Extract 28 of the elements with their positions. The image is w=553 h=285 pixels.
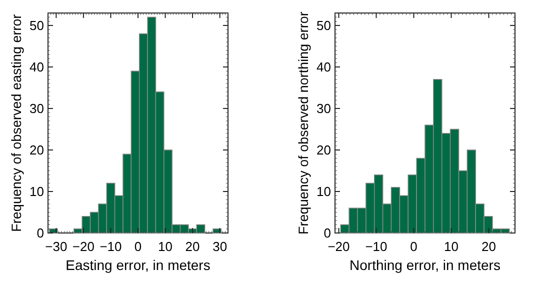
y-tick-label: 30	[30, 101, 44, 116]
x-tick-label: 10	[158, 239, 173, 254]
y-axis-title: Frequency of observed northing error	[296, 11, 311, 234]
x-axis-title: Northing error, in meters	[350, 257, 500, 273]
y-tick-label: 50	[30, 18, 44, 34]
x-tick-label: 30	[212, 239, 228, 254]
y-axis-title: Frequency of observed easting error	[9, 14, 24, 232]
y-tick-label: 30	[316, 101, 331, 116]
y-tick-label: 40	[316, 60, 331, 75]
y-tick-label: 0	[36, 226, 44, 241]
y-tick-label: 20	[316, 142, 331, 158]
y-tick-label: 40	[30, 60, 44, 75]
x-tick-label: 0	[410, 239, 418, 254]
x-tick-label: −10	[365, 239, 388, 254]
y-tick-label: 10	[30, 184, 44, 200]
x-tick-label: 10	[444, 239, 458, 254]
y-tick-label: 50	[316, 18, 331, 34]
y-tick-label: 10	[316, 184, 331, 200]
x-tick-label: 0	[134, 239, 142, 254]
x-tick-label: −20	[72, 239, 94, 254]
x-tick-label: −10	[100, 239, 122, 254]
x-tick-label: −20	[328, 239, 350, 254]
x-tick-label: 20	[482, 239, 496, 254]
y-tick-label: 0	[324, 226, 331, 241]
x-tick-label: 20	[185, 239, 200, 254]
x-axis-title: Easting error, in meters	[66, 257, 210, 273]
y-tick-label: 20	[30, 142, 44, 158]
x-tick-label: −30	[45, 239, 68, 254]
